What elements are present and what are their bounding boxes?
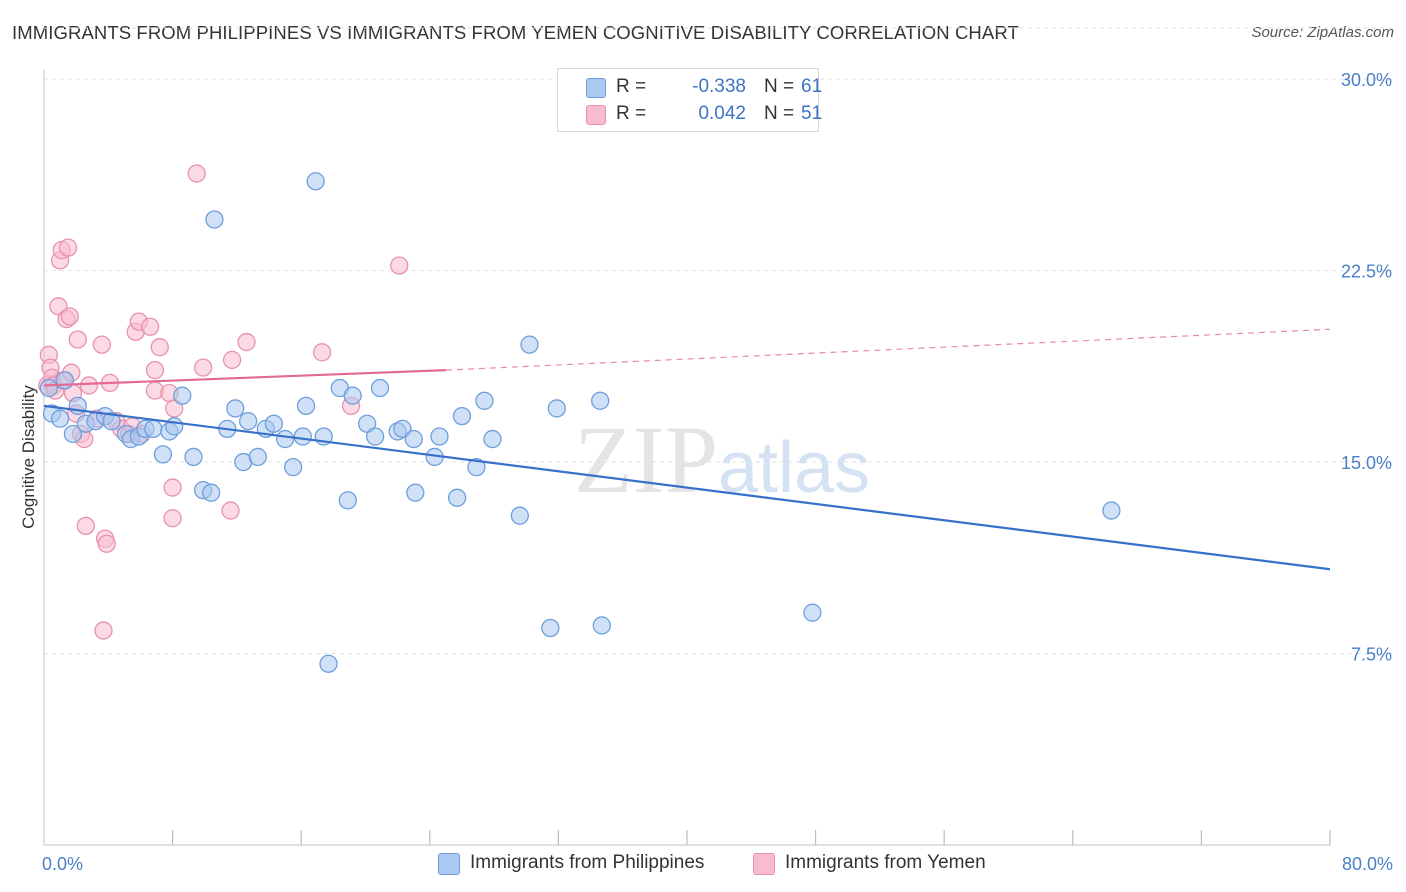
philippines-point: [430, 427, 449, 446]
gridlines: [44, 27, 1392, 655]
philippines-point: [284, 458, 303, 477]
philippines-point: [239, 412, 258, 431]
yemen-point: [221, 501, 240, 520]
chart-title: IMMIGRANTS FROM PHILIPPINES VS IMMIGRANT…: [12, 22, 1019, 43]
philippines-point: [541, 618, 560, 638]
y-tick-label: 7.5%: [1351, 645, 1392, 665]
yemen-swatch: [586, 105, 606, 125]
y-tick-labels: 7.5% 15.0% 22.5% 30.0%: [1341, 70, 1392, 664]
x-tick-label: 0.0%: [42, 854, 83, 874]
philippines-point: [202, 483, 221, 502]
yemen-point: [97, 534, 116, 553]
n-label: N =: [764, 103, 795, 124]
yemen-point: [140, 317, 160, 336]
yemen-point: [390, 256, 409, 275]
yemen-point: [312, 343, 332, 362]
n-value: 51: [801, 103, 823, 124]
yemen-legend-swatch: [753, 853, 775, 875]
philippines-point: [319, 654, 338, 673]
yemen-point: [94, 621, 113, 640]
watermark-atlas: atlas: [718, 428, 870, 508]
philippines-point: [475, 391, 494, 410]
yemen-point: [76, 516, 95, 536]
r-value: -0.338: [692, 76, 746, 97]
philippines-point: [306, 172, 325, 191]
philippines-point: [144, 419, 163, 439]
philippines-legend-label: Immigrants from Philippines: [470, 852, 705, 873]
philippines-trend-line: [43, 404, 1331, 571]
philippines-swatch: [586, 78, 606, 98]
y-axis-label: Cognitive Disability: [19, 385, 38, 529]
stats-legend: R = -0.338 N = 61 R = 0.042 N = 51: [557, 68, 823, 132]
philippines-legend-swatch: [438, 853, 460, 875]
philippines-point: [165, 417, 184, 436]
watermark-zip: ZIP: [574, 406, 718, 513]
philippines-point: [50, 409, 70, 428]
philippines-point: [293, 427, 312, 446]
n-label: N =: [764, 76, 795, 97]
yemen-point: [92, 335, 112, 354]
philippines-point: [406, 483, 425, 502]
philippines-point: [404, 429, 423, 449]
philippines-point: [365, 427, 385, 446]
philippines-point: [226, 399, 245, 418]
philippines-point: [55, 371, 75, 390]
philippines-point: [393, 419, 412, 439]
yemen-trend-line: [43, 369, 446, 387]
philippines-point: [803, 603, 822, 622]
y-tick-label: 30.0%: [1341, 70, 1392, 90]
yemen-point: [68, 330, 87, 349]
philippines-point: [447, 488, 467, 507]
philippines-point: [264, 414, 284, 433]
axes: [43, 70, 1331, 846]
yemen-point: [222, 350, 242, 370]
philippines-point: [547, 399, 566, 418]
y-tick-label: 22.5%: [1341, 262, 1392, 282]
philippines-point: [153, 445, 173, 464]
philippines-point: [343, 386, 362, 405]
philippines-point: [520, 335, 539, 354]
philippines-point: [39, 378, 58, 398]
philippines-point: [452, 406, 472, 426]
r-label: R =: [616, 76, 647, 97]
philippines-point: [591, 391, 610, 410]
yemen-legend-label: Immigrants from Yemen: [785, 852, 986, 873]
philippines-point: [1102, 501, 1121, 520]
yemen-point: [163, 509, 182, 528]
philippines-point: [205, 210, 224, 229]
philippines-point: [184, 447, 203, 467]
philippines-point: [63, 424, 83, 444]
philippines-point: [483, 429, 502, 449]
yemen-point: [58, 238, 78, 257]
philippines-point: [102, 412, 121, 431]
philippines-point: [510, 506, 529, 525]
yemen-point: [145, 360, 165, 380]
philippines-point: [370, 378, 390, 398]
yemen-point: [150, 338, 169, 357]
philippines-point: [467, 458, 486, 477]
y-tick-label: 15.0%: [1341, 453, 1392, 473]
r-label: R =: [616, 103, 647, 124]
yemen-point: [79, 376, 99, 395]
philippines-point: [275, 429, 295, 449]
r-value: 0.042: [698, 103, 746, 124]
yemen-point: [237, 332, 256, 352]
philippines-point: [296, 396, 316, 416]
philippines-point: [338, 491, 357, 510]
philippines-points: [39, 172, 1121, 673]
yemen-point: [60, 307, 79, 326]
philippines-point: [173, 386, 192, 405]
n-value: 61: [801, 76, 823, 97]
yemen-point: [193, 358, 213, 377]
yemen-trend-extension: [445, 328, 1331, 371]
yemen-point: [163, 478, 182, 497]
philippines-point: [248, 447, 267, 467]
x-tick-label: 80.0%: [1342, 854, 1393, 874]
philippines-point: [592, 616, 611, 635]
yemen-point: [187, 164, 206, 183]
x-tick-labels: 0.0% 80.0%: [42, 854, 1393, 874]
trend-lines: [43, 328, 1331, 571]
